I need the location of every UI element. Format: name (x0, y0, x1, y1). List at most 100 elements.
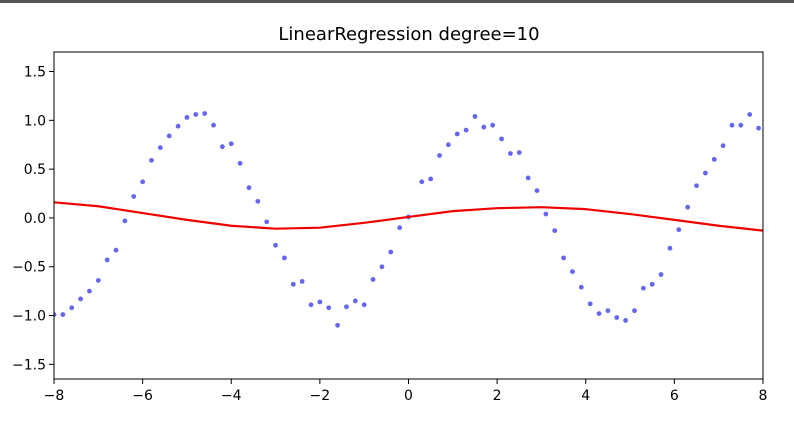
data-point (614, 315, 620, 320)
data-point (60, 312, 66, 317)
data-point (729, 122, 735, 128)
data-point (570, 269, 575, 275)
data-point (335, 322, 340, 328)
data-point (308, 302, 314, 308)
data-point (596, 311, 602, 316)
data-point (667, 245, 673, 251)
x-tick-label: 4 (581, 388, 590, 404)
data-point (184, 115, 190, 120)
data-point (463, 127, 469, 133)
y-axis: −1.5 −1.0 −0.5 0.0 0.5 1.0 1.5 (12, 65, 54, 373)
data-point (397, 225, 403, 231)
data-point (228, 141, 234, 147)
data-point (166, 133, 172, 139)
plot-area (54, 111, 763, 328)
x-tick-label: −8 (44, 388, 65, 404)
y-tick-label: 1.0 (24, 113, 46, 129)
data-point (587, 301, 593, 307)
data-point (534, 188, 540, 194)
data-point (157, 145, 163, 151)
y-tick-label: 1.5 (24, 65, 46, 81)
y-tick-label: 0.0 (24, 211, 46, 227)
y-tick-label: −1.5 (12, 357, 46, 373)
data-point (246, 185, 252, 191)
data-point (711, 156, 717, 162)
data-point (428, 176, 434, 182)
data-point (437, 153, 442, 158)
data-point (454, 131, 460, 137)
data-point (370, 277, 376, 282)
data-point (499, 136, 504, 142)
data-point (361, 302, 367, 308)
x-tick-label: −4 (221, 388, 242, 404)
data-point (605, 308, 611, 314)
x-tick-label: 2 (493, 388, 502, 404)
data-point (54, 312, 57, 317)
data-point (720, 143, 726, 149)
data-point (561, 255, 566, 261)
data-point (237, 160, 243, 166)
data-point (149, 157, 154, 163)
y-tick-label: −1.0 (12, 309, 46, 325)
data-point (472, 114, 478, 119)
data-point (122, 218, 128, 224)
data-point (193, 112, 199, 117)
data-point (445, 142, 451, 148)
y-tick-label: 0.5 (24, 162, 46, 178)
data-point (747, 112, 753, 117)
regression-line (54, 201, 763, 232)
y-tick-label: −0.5 (12, 260, 46, 276)
data-point (211, 122, 216, 128)
data-point (299, 278, 305, 284)
data-point (552, 228, 558, 234)
data-point (202, 111, 208, 116)
data-point (632, 308, 637, 314)
data-point (273, 242, 278, 248)
x-tick-label: 0 (404, 388, 413, 404)
data-point (623, 318, 629, 323)
data-point (481, 124, 487, 130)
data-point (131, 194, 137, 199)
data-point (756, 125, 761, 131)
data-point (87, 288, 92, 294)
data-point (702, 170, 708, 176)
data-point (525, 175, 531, 181)
data-point (326, 305, 332, 311)
data-point (290, 281, 296, 287)
data-point (685, 204, 691, 210)
data-point (78, 296, 83, 302)
data-point (95, 278, 101, 283)
data-point (69, 305, 75, 311)
data-point (264, 219, 270, 225)
data-point (344, 304, 349, 310)
data-point (738, 122, 744, 128)
data-point (578, 284, 584, 290)
data-point (676, 227, 682, 233)
data-point (649, 281, 655, 287)
x-tick-label: 6 (670, 388, 679, 404)
data-point (658, 272, 664, 277)
data-point (352, 298, 358, 304)
data-point (175, 123, 181, 129)
data-point (255, 198, 261, 204)
data-point (379, 264, 385, 270)
x-axis: −8 −6 −4 −2 0 2 4 6 8 (44, 379, 768, 404)
data-point (694, 183, 699, 189)
data-point (419, 179, 425, 185)
data-point (490, 122, 496, 128)
x-tick-label: −2 (310, 388, 331, 404)
data-point (516, 150, 522, 155)
chart-title: LinearRegression degree=10 (278, 24, 539, 45)
x-tick-label: 8 (759, 388, 768, 404)
data-point (388, 249, 394, 255)
x-tick-label: −6 (132, 388, 153, 404)
data-point (113, 247, 119, 253)
data-point (640, 285, 646, 291)
data-point (317, 299, 323, 305)
data-point (508, 151, 513, 156)
data-point (140, 179, 146, 185)
data-point (282, 255, 287, 261)
scatter-series (54, 111, 761, 328)
data-point (543, 211, 549, 217)
